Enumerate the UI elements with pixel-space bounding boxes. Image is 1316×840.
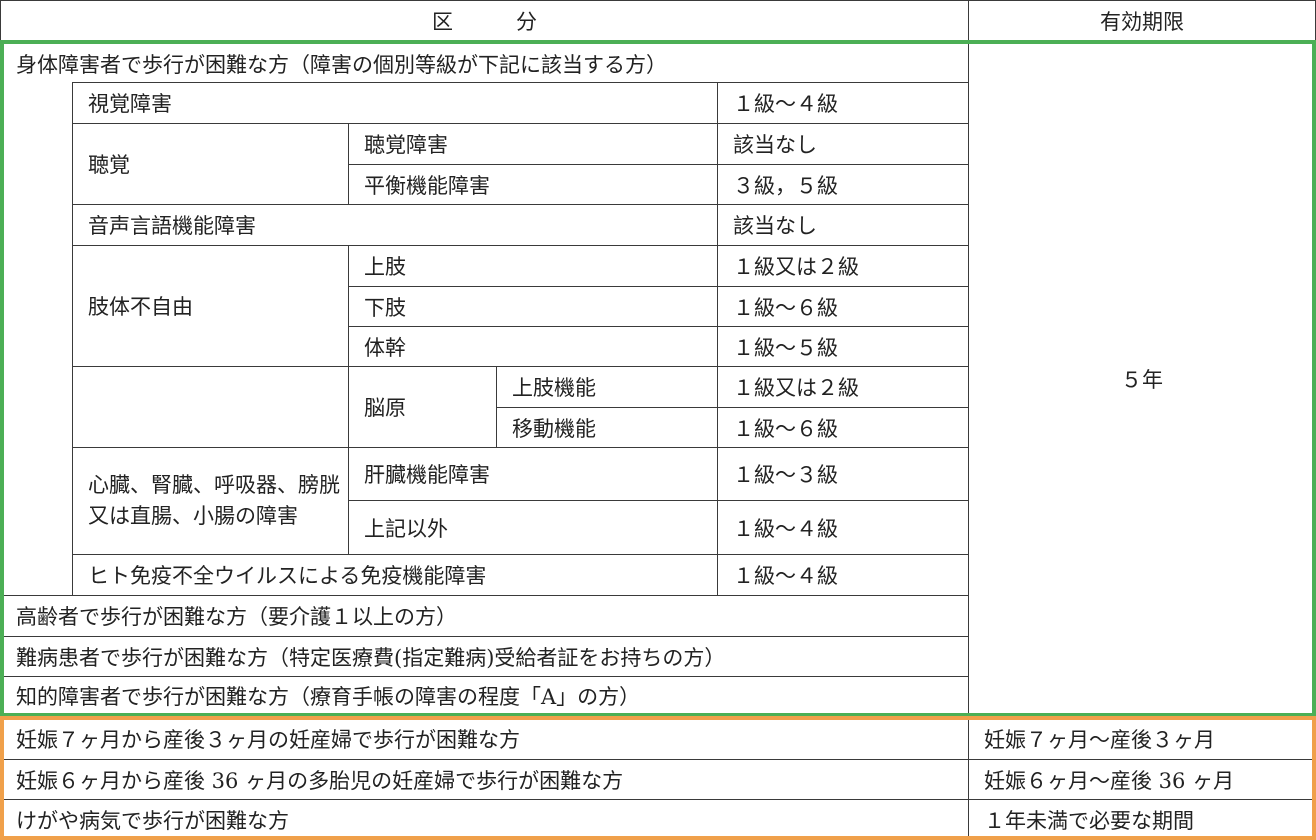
brain-label: 脳原 bbox=[348, 366, 497, 448]
orange-row-validity: 妊娠６ヶ月～産後 36 ヶ月 bbox=[968, 759, 1316, 800]
speech-grade: 該当なし bbox=[717, 204, 969, 246]
limb-label: 肢体不自由 bbox=[72, 245, 349, 367]
orange-row-validity: １年未満で必要な期間 bbox=[968, 799, 1316, 840]
limb-trunk-grade: １級～５級 bbox=[717, 326, 969, 367]
hearing-label: 聴覚 bbox=[72, 123, 349, 205]
brain-upper-grade: １級又は２級 bbox=[717, 366, 969, 408]
green-validity: ５年 bbox=[968, 42, 1316, 716]
orange-row-label: 妊娠６ヶ月から産後 36 ヶ月の多胎児の妊産婦で歩行が困難な方 bbox=[0, 759, 969, 800]
liver-label: 肝臓機能障害 bbox=[348, 447, 718, 501]
orange-row-validity: 妊娠７ヶ月～産後３ヶ月 bbox=[968, 718, 1316, 760]
internal-other-label: 上記以外 bbox=[348, 500, 718, 555]
intellectual-row: 知的障害者で歩行が困難な方（療育手帳の障害の程度「A」の方） bbox=[0, 676, 969, 716]
blank-cell bbox=[72, 366, 349, 448]
limb-lower-label: 下肢 bbox=[348, 286, 718, 327]
header-category: 区 分 bbox=[0, 0, 969, 42]
limb-upper-grade: １級又は２級 bbox=[717, 245, 969, 287]
hiv-grade: １級～４級 bbox=[717, 554, 969, 596]
visual-label: 視覚障害 bbox=[72, 82, 718, 124]
internal-other-grade: １級～４級 bbox=[717, 500, 969, 555]
limb-lower-grade: １級～６級 bbox=[717, 286, 969, 327]
orange-row-label: けがや病気で歩行が困難な方 bbox=[0, 799, 969, 840]
brain-upper-label: 上肢機能 bbox=[496, 366, 718, 408]
brain-mobility-label: 移動機能 bbox=[496, 407, 718, 448]
brain-mobility-grade: １級～６級 bbox=[717, 407, 969, 448]
balance-grade: ３級，５級 bbox=[717, 164, 969, 205]
limb-upper-label: 上肢 bbox=[348, 245, 718, 287]
liver-grade: １級～３級 bbox=[717, 447, 969, 501]
hiv-label: ヒト免疫不全ウイルスによる免疫機能障害 bbox=[72, 554, 718, 596]
intractable-row: 難病患者で歩行が困難な方（特定医療費(指定難病)受給者証をお持ちの方） bbox=[0, 636, 969, 677]
visual-grade: １級～４級 bbox=[717, 82, 969, 124]
limb-trunk-label: 体幹 bbox=[348, 326, 718, 367]
header-validity: 有効期限 bbox=[968, 0, 1316, 42]
hearing-loss-label: 聴覚障害 bbox=[348, 123, 718, 165]
elderly-row: 高齢者で歩行が困難な方（要介護１以上の方） bbox=[0, 595, 969, 637]
internal-label: 心臓、腎臓、呼吸器、膀胱又は直腸、小腸の障害 bbox=[72, 447, 349, 555]
balance-label: 平衡機能障害 bbox=[348, 164, 718, 205]
orange-row-label: 妊娠７ヶ月から産後３ヶ月の妊産婦で歩行が困難な方 bbox=[0, 718, 969, 760]
speech-label: 音声言語機能障害 bbox=[72, 204, 718, 246]
hearing-loss-grade: 該当なし bbox=[717, 123, 969, 165]
